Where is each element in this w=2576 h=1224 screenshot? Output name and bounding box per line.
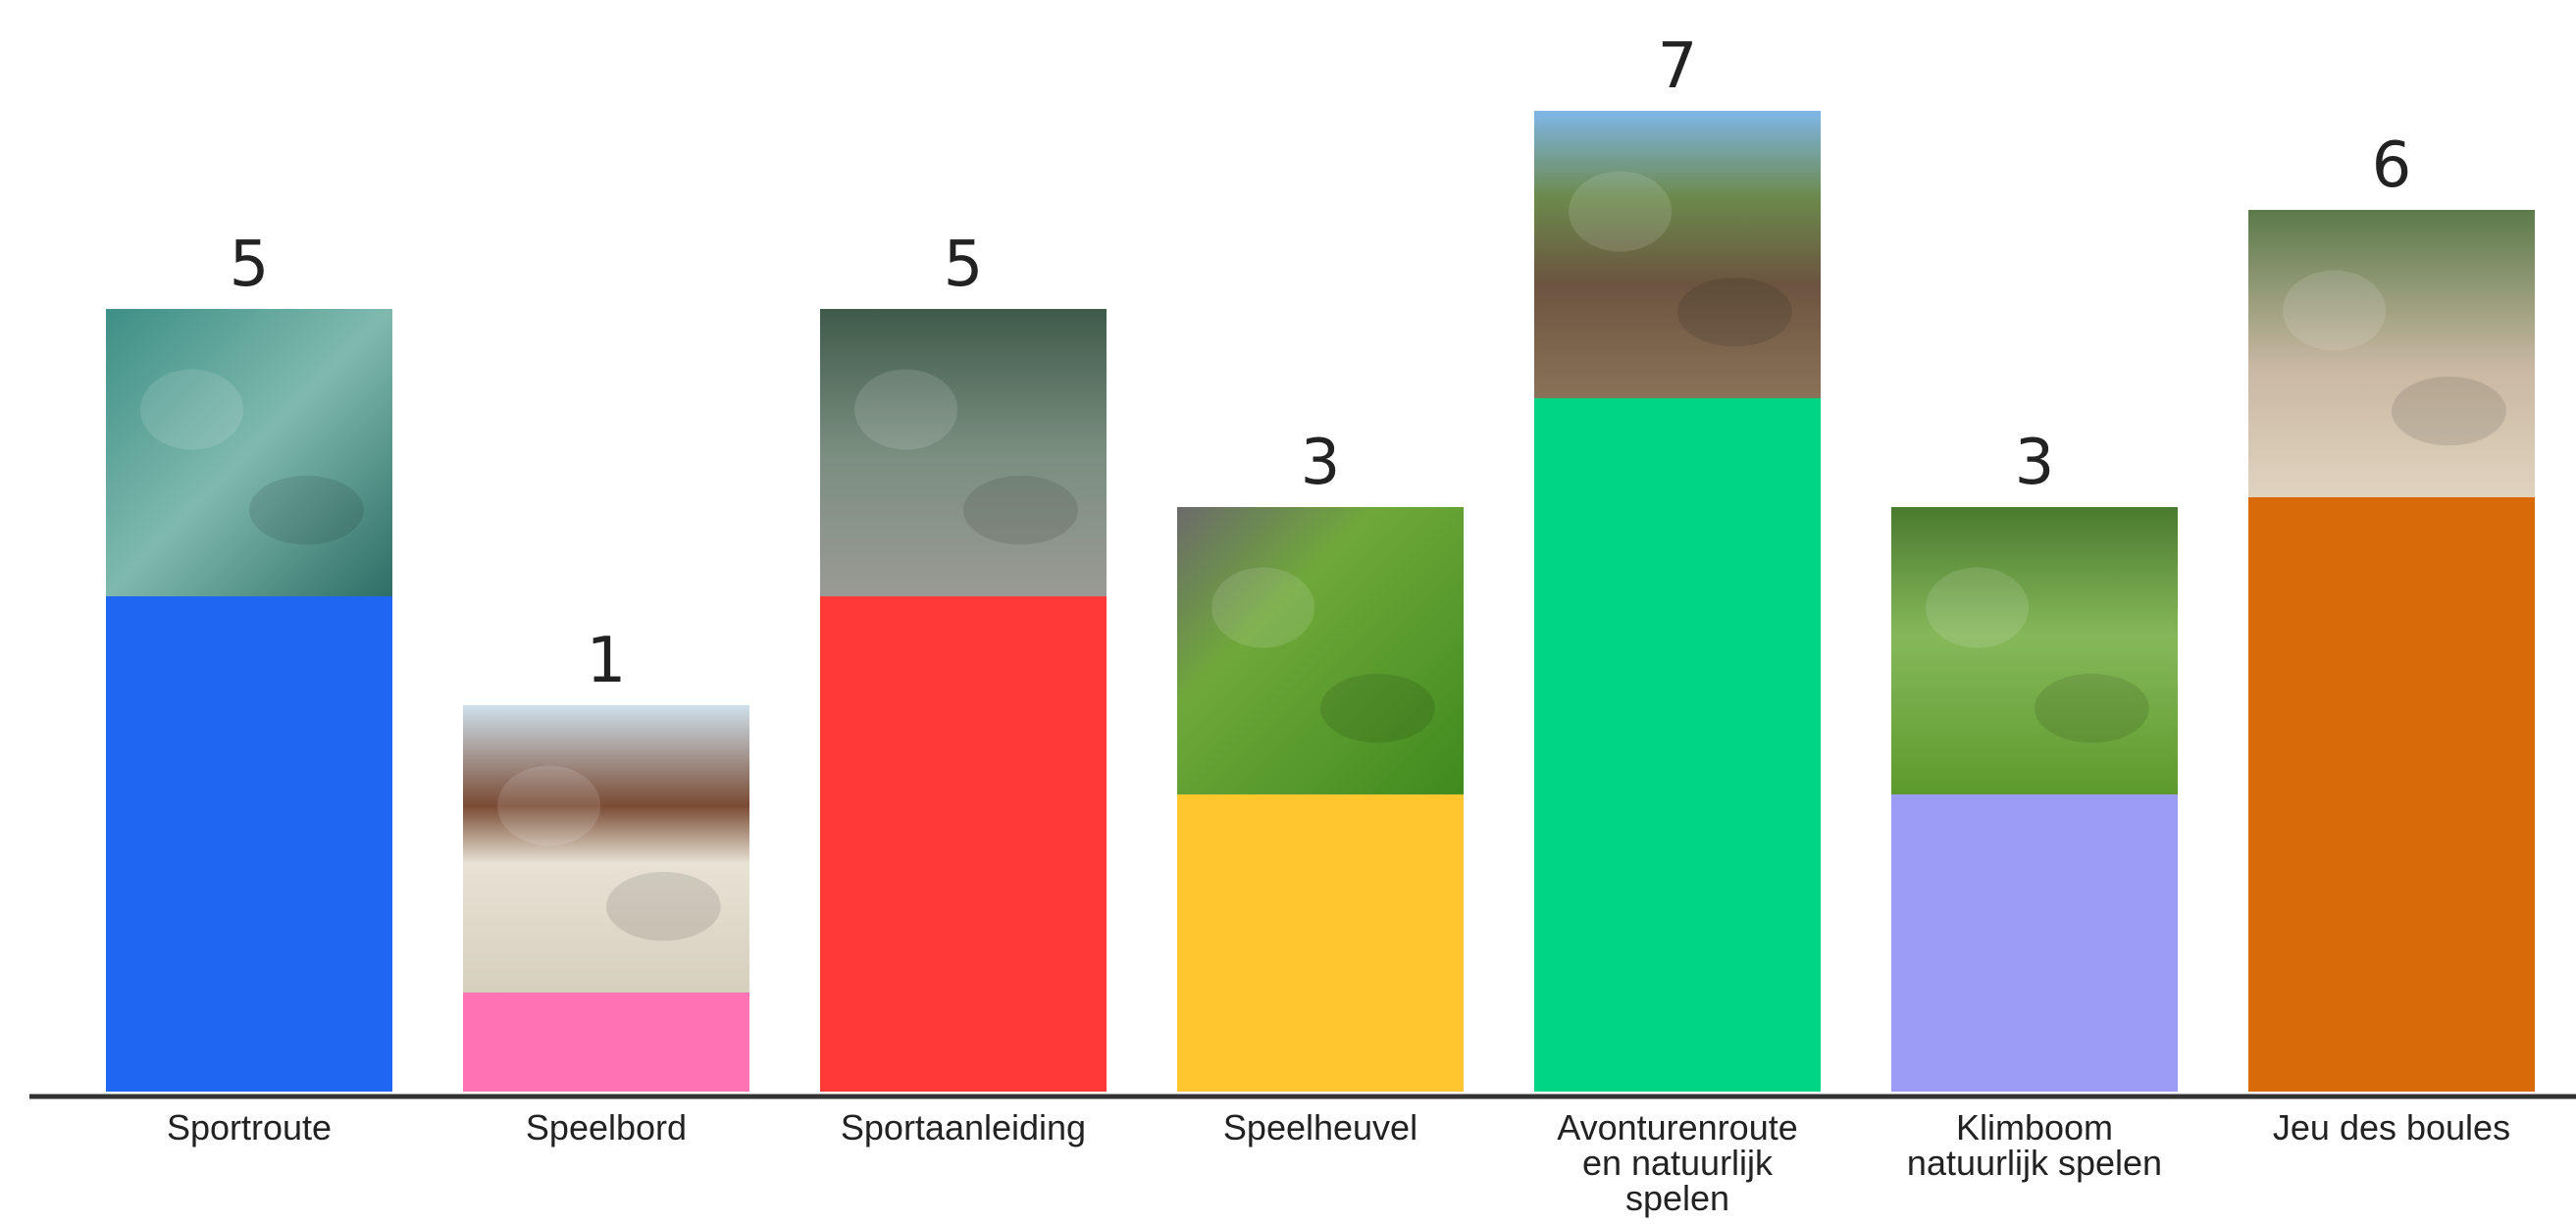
category-label: Speelbord (526, 1107, 687, 1148)
data-label: 1 (587, 625, 627, 697)
bar (2248, 497, 2535, 1092)
data-label: 6 (2372, 129, 2412, 202)
category-label: Jeu des boules (2273, 1107, 2510, 1148)
bar (1891, 794, 2178, 1092)
category-label: Avonturenroute en natuurlijk spelen (1557, 1107, 1798, 1218)
exercising-woman-photo (820, 309, 1107, 596)
rolling-hill-photo (1177, 507, 1464, 794)
bar-group: 5 Sportroute (106, 229, 392, 1148)
bar (463, 993, 749, 1092)
bar (820, 596, 1107, 1092)
bar-group: 3 Klimboom natuurlijk spelen (1891, 427, 2178, 1183)
bar-group: 3 Speelheuvel (1177, 427, 1464, 1148)
data-label: 5 (944, 229, 984, 301)
stepping-stumps-photo (1534, 111, 1821, 398)
chess-board-photo (463, 705, 749, 993)
running-track-photo (106, 309, 392, 596)
bar (106, 596, 392, 1092)
data-label: 3 (2015, 427, 2055, 499)
category-label: Sportaanleiding (841, 1107, 1086, 1148)
category-label: Sportroute (167, 1107, 332, 1148)
bar (1534, 398, 1821, 1092)
category-label: Klimboom natuurlijk spelen (1907, 1107, 2162, 1183)
data-label: 7 (1658, 30, 1698, 103)
data-label: 3 (1301, 427, 1341, 499)
bar-group: 1 Speelbord (463, 625, 749, 1148)
bar-group: 5 Sportaanleiding (820, 229, 1107, 1148)
category-label: Speelheuvel (1223, 1107, 1417, 1148)
bar-group: 6 Jeu des boules (2248, 129, 2535, 1148)
climbing-tree-photo (1891, 507, 2178, 794)
bar (1177, 794, 1464, 1092)
data-label: 5 (230, 229, 270, 301)
petanque-players-photo (2248, 210, 2535, 497)
bar-group: 7 Avonturenroute en natuurlijk spelen (1534, 30, 1821, 1218)
